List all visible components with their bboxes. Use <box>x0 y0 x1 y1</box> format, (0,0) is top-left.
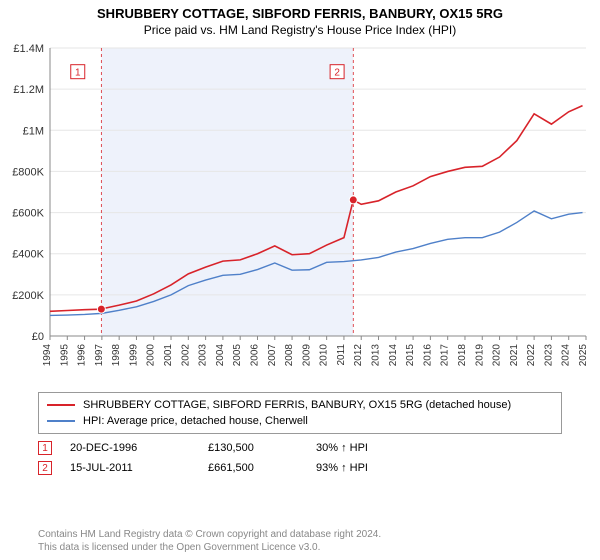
svg-text:2001: 2001 <box>163 344 174 367</box>
svg-text:2009: 2009 <box>301 344 312 367</box>
legend-swatch <box>47 404 75 406</box>
svg-text:2024: 2024 <box>561 344 572 367</box>
marker-price: £661,500 <box>208 462 298 474</box>
chart-container: SHRUBBERY COTTAGE, SIBFORD FERRIS, BANBU… <box>0 0 600 560</box>
svg-text:1999: 1999 <box>128 344 139 367</box>
svg-text:2015: 2015 <box>405 344 416 367</box>
svg-text:2005: 2005 <box>232 344 243 367</box>
svg-text:1998: 1998 <box>111 344 122 367</box>
svg-text:1997: 1997 <box>94 344 105 367</box>
svg-text:2019: 2019 <box>474 344 485 367</box>
svg-text:2012: 2012 <box>353 344 364 367</box>
svg-text:2021: 2021 <box>509 344 520 367</box>
marker-pct: 93% ↑ HPI <box>316 462 426 474</box>
svg-text:2017: 2017 <box>440 344 451 367</box>
marker-date: 20-DEC-1996 <box>70 442 190 454</box>
svg-text:£800K: £800K <box>12 166 44 178</box>
legend-label: HPI: Average price, detached house, Cher… <box>83 415 308 427</box>
svg-text:2004: 2004 <box>215 344 226 367</box>
svg-text:1994: 1994 <box>42 344 53 367</box>
legend-label: SHRUBBERY COTTAGE, SIBFORD FERRIS, BANBU… <box>83 399 511 411</box>
legend-row: HPI: Average price, detached house, Cher… <box>47 413 553 429</box>
svg-text:£600K: £600K <box>12 208 44 220</box>
marker-date: 15-JUL-2011 <box>70 462 190 474</box>
svg-text:2000: 2000 <box>146 344 157 367</box>
svg-text:2025: 2025 <box>578 344 589 367</box>
svg-text:2008: 2008 <box>284 344 295 367</box>
marker-number: 2 <box>38 461 52 475</box>
chart-area: £0 £200K £400K £600K £800K £1M £1.2M £1.4M 1994 1… <box>0 42 600 382</box>
marker-row: 1 20-DEC-1996 £130,500 30% ↑ HPI <box>38 438 562 458</box>
chart-subtitle: Price paid vs. HM Land Registry's House … <box>0 21 600 41</box>
chart-title: SHRUBBERY COTTAGE, SIBFORD FERRIS, BANBU… <box>0 0 600 21</box>
legend: SHRUBBERY COTTAGE, SIBFORD FERRIS, BANBU… <box>38 392 562 434</box>
svg-text:1: 1 <box>75 68 81 79</box>
footer-line: This data is licensed under the Open Gov… <box>38 541 381 554</box>
svg-text:2022: 2022 <box>526 344 537 367</box>
svg-text:2010: 2010 <box>319 344 330 367</box>
legend-swatch <box>47 420 75 422</box>
svg-text:2006: 2006 <box>249 344 260 367</box>
svg-text:2014: 2014 <box>388 344 399 367</box>
footer: Contains HM Land Registry data © Crown c… <box>38 528 381 554</box>
marker-row: 2 15-JUL-2011 £661,500 93% ↑ HPI <box>38 458 562 478</box>
marker-pct: 30% ↑ HPI <box>316 442 426 454</box>
chart-svg: £0 £200K £400K £600K £800K £1M £1.2M £1.4M 1994 1… <box>0 42 600 382</box>
footer-line: Contains HM Land Registry data © Crown c… <box>38 528 381 541</box>
svg-text:2002: 2002 <box>180 344 191 367</box>
svg-text:1995: 1995 <box>59 344 70 367</box>
marker-price: £130,500 <box>208 442 298 454</box>
svg-text:£400K: £400K <box>12 249 44 261</box>
svg-text:2003: 2003 <box>198 344 209 367</box>
svg-text:2016: 2016 <box>422 344 433 367</box>
svg-text:£200K: £200K <box>12 290 44 302</box>
svg-text:2013: 2013 <box>371 344 382 367</box>
marker-number: 1 <box>38 441 52 455</box>
svg-text:2007: 2007 <box>267 344 278 367</box>
svg-text:£1.2M: £1.2M <box>13 84 44 96</box>
svg-text:2018: 2018 <box>457 344 468 367</box>
marker-table: 1 20-DEC-1996 £130,500 30% ↑ HPI 2 15-JU… <box>38 438 562 478</box>
svg-text:2: 2 <box>334 68 340 79</box>
svg-text:£0: £0 <box>32 331 44 343</box>
svg-text:2023: 2023 <box>543 344 554 367</box>
svg-text:2011: 2011 <box>336 344 347 366</box>
svg-text:£1.4M: £1.4M <box>13 43 44 55</box>
legend-row: SHRUBBERY COTTAGE, SIBFORD FERRIS, BANBU… <box>47 397 553 413</box>
svg-text:2020: 2020 <box>492 344 503 367</box>
svg-text:£1M: £1M <box>23 125 44 137</box>
svg-text:1996: 1996 <box>77 344 88 367</box>
